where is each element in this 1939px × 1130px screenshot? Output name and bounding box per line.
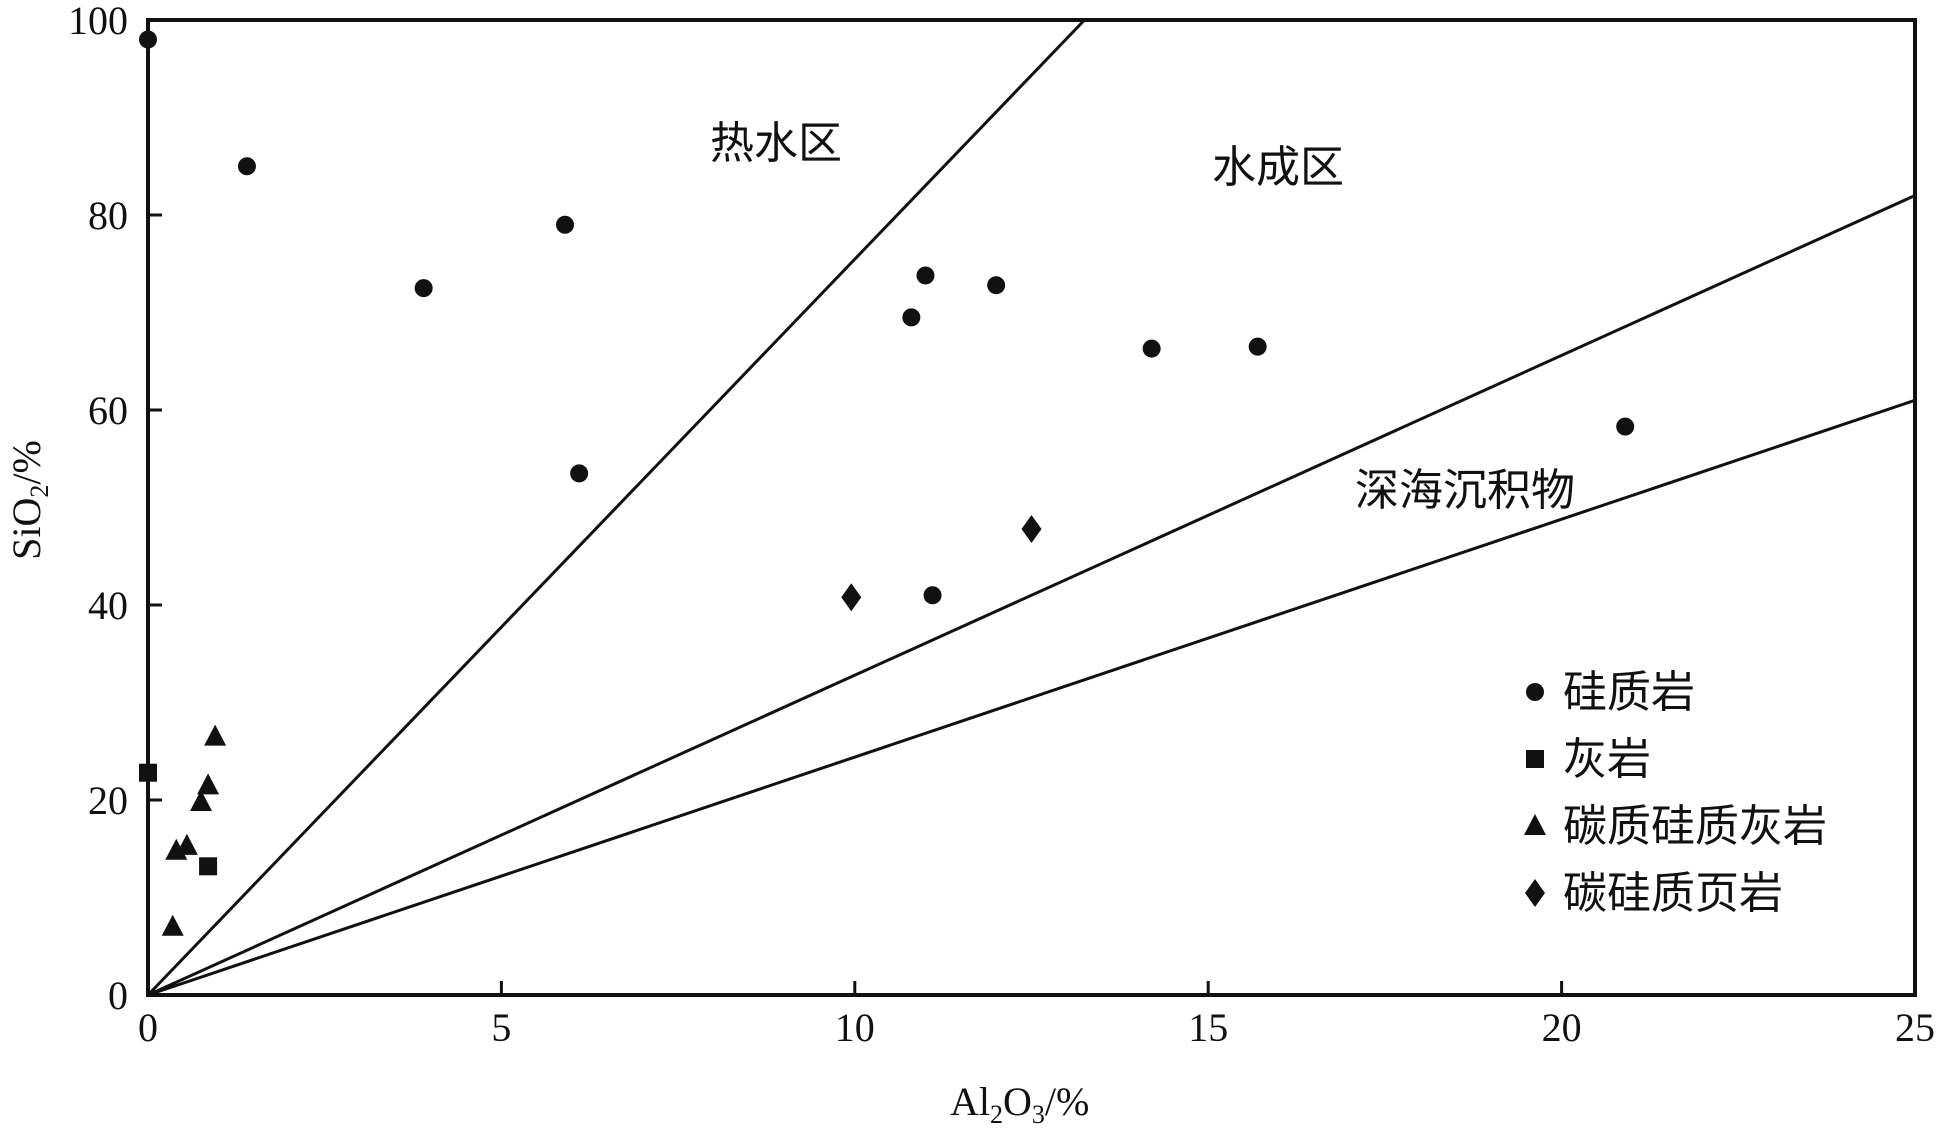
data-point-circle bbox=[237, 157, 256, 176]
legend-marker-square bbox=[1526, 750, 1544, 768]
data-point-triangle bbox=[197, 773, 220, 795]
zone-label-deep-sea: 深海沉积物 bbox=[1355, 465, 1575, 516]
y-tick-label: 60 bbox=[88, 388, 128, 433]
data-point-circle bbox=[902, 308, 921, 327]
boundary-line-hydrogenous-boundary bbox=[147, 194, 1916, 997]
plot-frame bbox=[146, 18, 1917, 997]
x-tick-label: 0 bbox=[138, 1005, 158, 1050]
data-point-circle bbox=[916, 266, 935, 285]
boundary-line-hydrothermal-boundary bbox=[146, 18, 1086, 997]
axis-ticks: 0 5 10 15 20 25 0 20 40 60 80 100 bbox=[68, 0, 1935, 1050]
x-tick-label: 20 bbox=[1542, 1005, 1582, 1050]
y-tick-label: 80 bbox=[88, 193, 128, 238]
data-point-triangle bbox=[175, 833, 198, 855]
legend-marker-diamond bbox=[1525, 879, 1545, 907]
data-point-circle bbox=[1142, 339, 1161, 358]
data-point-circle bbox=[139, 30, 157, 49]
legend-label: 灰岩 bbox=[1563, 734, 1651, 785]
y-tick-label: 20 bbox=[88, 778, 128, 823]
x-axis-title: Al2O3/% bbox=[950, 1079, 1089, 1129]
data-point-triangle bbox=[204, 724, 227, 746]
data-point-circle bbox=[1616, 417, 1635, 436]
zone-label-hydrogenous: 水成区 bbox=[1212, 142, 1344, 193]
legend-marker-circle bbox=[1526, 683, 1544, 701]
data-point-circle bbox=[556, 215, 575, 234]
data-point-diamond bbox=[841, 583, 862, 612]
data-point-triangle bbox=[190, 789, 213, 811]
legend-label: 碳硅质页岩 bbox=[1563, 868, 1783, 919]
y-tick-label: 0 bbox=[108, 973, 128, 1018]
legend-label: 硅质岩 bbox=[1563, 667, 1695, 718]
legend-label: 碳质硅质灰岩 bbox=[1563, 801, 1827, 852]
data-point-circle bbox=[414, 279, 433, 298]
y-tick-label: 100 bbox=[68, 0, 128, 43]
y-axis-title: SiO2/% bbox=[4, 440, 54, 560]
x-tick-label: 25 bbox=[1895, 1005, 1935, 1050]
data-point-circle bbox=[923, 586, 942, 605]
data-point-circle bbox=[987, 276, 1006, 295]
x-tick-label: 5 bbox=[491, 1005, 511, 1050]
data-point-square bbox=[139, 763, 157, 782]
x-tick-label: 10 bbox=[835, 1005, 875, 1050]
legend-marker-triangle bbox=[1524, 814, 1546, 835]
data-point-square bbox=[199, 857, 218, 876]
data-points bbox=[139, 30, 1635, 936]
x-tick-label: 15 bbox=[1188, 1005, 1228, 1050]
data-point-diamond bbox=[1021, 514, 1042, 543]
boundary-lines bbox=[146, 18, 1916, 997]
data-point-triangle bbox=[161, 914, 184, 936]
data-point-circle bbox=[570, 464, 589, 483]
data-point-circle bbox=[1248, 337, 1267, 356]
boundary-line-deep-sea-boundary bbox=[147, 398, 1916, 997]
y-tick-label: 40 bbox=[88, 583, 128, 628]
zone-label-hydrothermal: 热水区 bbox=[710, 118, 842, 169]
